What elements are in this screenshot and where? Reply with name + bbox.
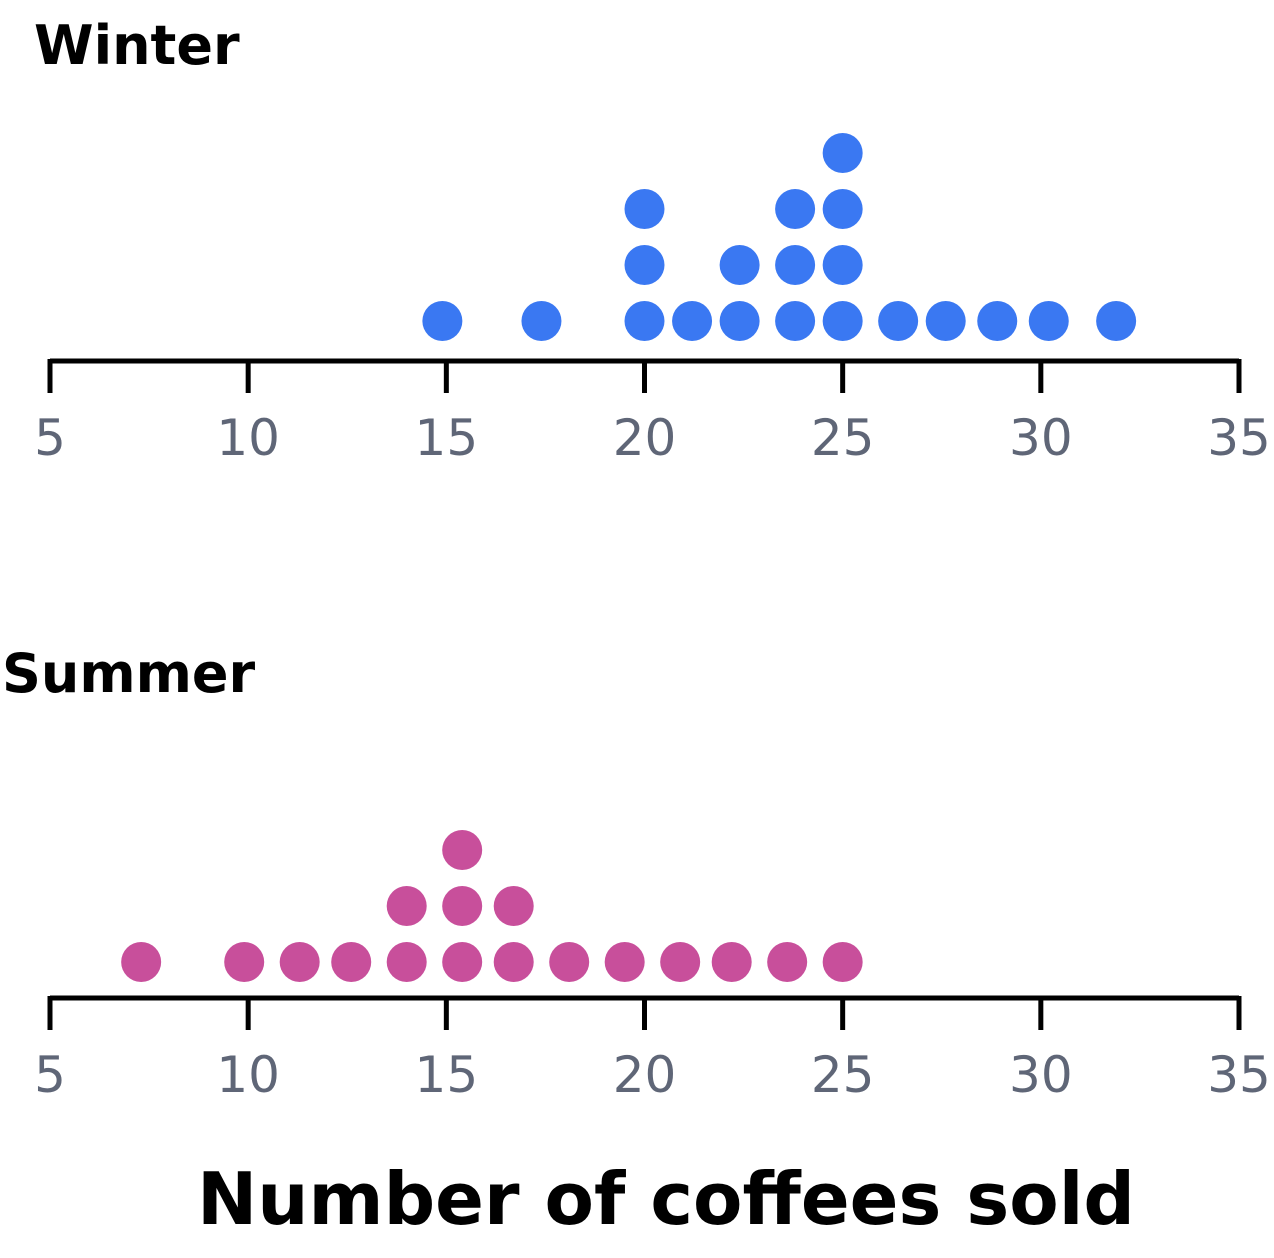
summer-dot — [121, 942, 162, 982]
summer-dot — [660, 942, 701, 982]
winter-dots — [422, 133, 1137, 341]
summer-tick-label: 35 — [1207, 1046, 1271, 1104]
summer-dot — [331, 942, 372, 982]
winter-dot — [521, 301, 562, 341]
summer-dot — [442, 942, 483, 982]
summer-dot — [493, 942, 534, 982]
winter-dot — [672, 301, 713, 341]
summer-dot — [711, 942, 752, 982]
summer-tick-label: 25 — [811, 1046, 875, 1104]
winter-tick-label: 20 — [613, 409, 677, 467]
winter-dot — [719, 245, 760, 285]
winter-dot — [822, 189, 863, 229]
winter-dot — [775, 301, 816, 341]
winter-dot — [822, 133, 863, 173]
summer-dot — [442, 886, 483, 926]
winter-panel: Winter 5 10 15 20 25 30 35 — [34, 14, 1271, 467]
summer-tick-label: 20 — [613, 1046, 677, 1104]
winter-dot — [977, 301, 1018, 341]
summer-dot — [822, 942, 863, 982]
summer-dot — [549, 942, 590, 982]
summer-tick-label: 10 — [216, 1046, 280, 1104]
winter-dot — [878, 301, 919, 341]
summer-panel: Summer 5 10 15 20 25 30 35 — [2, 642, 1271, 1104]
winter-dot — [422, 301, 463, 341]
winter-title: Winter — [34, 14, 240, 77]
summer-dots — [121, 830, 863, 982]
winter-tick-label: 10 — [216, 409, 280, 467]
winter-dot — [925, 301, 966, 341]
winter-dot — [1028, 301, 1069, 341]
summer-tick-label: 5 — [34, 1046, 66, 1104]
summer-dot — [386, 886, 427, 926]
summer-dot — [224, 942, 265, 982]
winter-dot — [775, 189, 816, 229]
winter-dot — [719, 301, 760, 341]
winter-tick-label: 35 — [1207, 409, 1271, 467]
summer-dot — [493, 886, 534, 926]
winter-dot — [624, 245, 665, 285]
summer-dot — [442, 830, 483, 870]
summer-x-axis: 5 10 15 20 25 30 35 — [34, 995, 1271, 1104]
winter-dot — [624, 301, 665, 341]
summer-dot — [386, 942, 427, 982]
winter-dot — [1096, 301, 1137, 341]
summer-title: Summer — [2, 642, 255, 705]
summer-tick-label: 30 — [1009, 1046, 1073, 1104]
winter-dot — [822, 245, 863, 285]
summer-tick-label: 15 — [415, 1046, 479, 1104]
summer-dot — [767, 942, 808, 982]
winter-x-axis: 5 10 15 20 25 30 35 — [34, 358, 1271, 467]
winter-dot — [624, 189, 665, 229]
x-axis-title: Number of coffees sold — [197, 1157, 1135, 1241]
winter-tick-label: 30 — [1009, 409, 1073, 467]
summer-dot — [279, 942, 320, 982]
winter-tick-label: 25 — [811, 409, 875, 467]
winter-tick-label: 15 — [415, 409, 479, 467]
summer-dot — [604, 942, 645, 982]
winter-tick-label: 5 — [34, 409, 66, 467]
winter-dot — [822, 301, 863, 341]
winter-dot — [775, 245, 816, 285]
